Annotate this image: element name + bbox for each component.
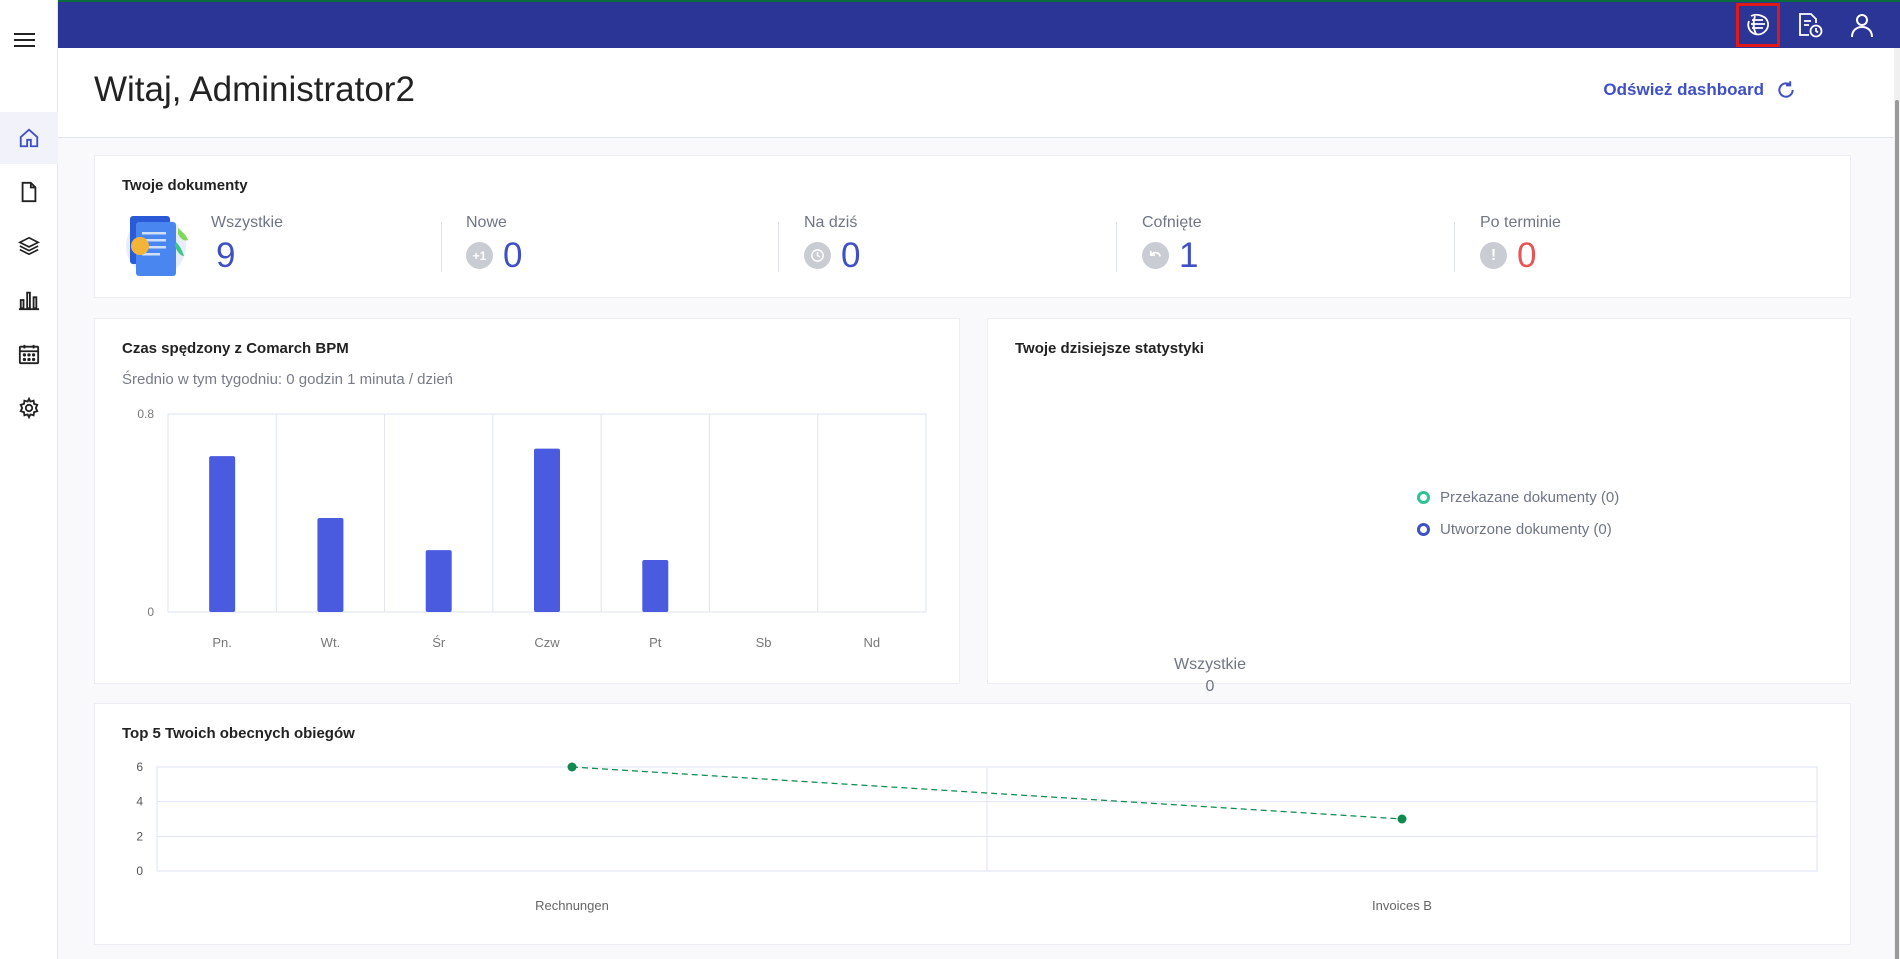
refresh-icon	[1778, 81, 1794, 98]
bar-chart-icon	[18, 291, 40, 311]
today-total-value: 0	[1205, 678, 1215, 695]
sidebar	[0, 0, 58, 959]
data-point	[567, 762, 577, 772]
document-clock-icon	[1799, 13, 1823, 38]
bar	[425, 550, 452, 612]
user-profile-button[interactable]	[1840, 3, 1884, 47]
stat-new-label: Nowe	[466, 214, 507, 231]
legend-label-forwarded: Przekazane dokumenty (0)	[1440, 489, 1620, 506]
divider	[1454, 222, 1455, 272]
user-icon	[1851, 14, 1873, 38]
y-tick-label: 6	[136, 760, 143, 774]
stat-all-label: Wszystkie	[211, 214, 283, 231]
stat-overdue[interactable]: Po terminie ! 0	[1480, 214, 1561, 273]
bpm-logo-icon	[1747, 13, 1769, 36]
top5-card: Top 5 Twoich obecnych obiegów 0 2 4 6 Rechnu…	[94, 703, 1851, 945]
warning-icon: !	[1480, 242, 1507, 269]
legend-item-created[interactable]: Utworzone dokumenty (0)	[1417, 521, 1612, 538]
x-tick-label: Rechnungen	[535, 898, 609, 913]
hamburger-menu-icon[interactable]	[14, 32, 36, 48]
x-tick-label: Nd	[864, 635, 881, 650]
legend-dot-blue	[1417, 523, 1430, 536]
main-content: Witaj, Administrator2 Odśwież dashboard …	[58, 48, 1896, 959]
sidebar-item-home[interactable]	[0, 112, 58, 164]
sidebar-item-calendar[interactable]	[0, 328, 58, 380]
calendar-icon	[18, 344, 40, 365]
bar	[534, 448, 560, 612]
x-tick-label: Pn.	[212, 635, 232, 650]
documents-illustration-icon	[126, 212, 192, 285]
divider	[778, 222, 779, 272]
stat-returned[interactable]: Cofnięte 1	[1142, 214, 1202, 273]
y-tick-label: 4	[136, 795, 143, 809]
series-line	[571, 766, 1403, 820]
y-tick-label: 0	[147, 605, 154, 619]
page-header: Witaj, Administrator2 Odśwież dashboard	[58, 48, 1896, 138]
y-tick-label: 0.8	[137, 407, 154, 421]
scrollbar[interactable]	[1894, 48, 1900, 959]
sidebar-item-settings[interactable]	[0, 382, 58, 434]
today-stats-card: Twoje dzisiejsze statystyki Przekazane d…	[987, 318, 1851, 695]
time-bar-chart: 0 0.8 Pn. Wt. Śr Czw Pt Sb Nd	[137, 407, 927, 650]
stat-returned-label: Cofnięte	[1142, 214, 1202, 231]
legend-dot-green	[1417, 491, 1430, 504]
time-spent-card-title: Czas spędzony z Comarch BPM	[122, 340, 349, 357]
time-spent-subtitle: Średnio w tym tygodniu: 0 godzin 1 minut…	[122, 371, 454, 388]
document-icon	[21, 181, 37, 203]
x-tick-label: Wt.	[321, 635, 341, 650]
stat-new-value: 0	[503, 236, 523, 275]
bpm-logo-button[interactable]	[1736, 3, 1780, 47]
gear-icon	[19, 397, 39, 419]
layers-icon	[18, 236, 40, 256]
documents-card: Twoje dokumenty Wszystkie 9 Nowe	[94, 155, 1851, 298]
new-badge-icon: +1	[466, 242, 493, 269]
divider	[1116, 222, 1117, 272]
legend-label-created: Utworzone dokumenty (0)	[1440, 521, 1612, 538]
bar	[642, 560, 669, 612]
time-spent-card: Czas spędzony z Comarch BPM Średnio w ty…	[94, 318, 960, 684]
stat-all[interactable]: Wszystkie 9	[211, 214, 283, 273]
stat-new[interactable]: Nowe +1 0	[466, 214, 522, 273]
top-bar	[58, 0, 1900, 48]
documents-card-title: Twoje dokumenty	[122, 177, 248, 194]
undo-icon	[1142, 242, 1169, 269]
stat-today-label: Na dziś	[804, 214, 858, 231]
scrollbar-thumb[interactable]	[1895, 100, 1899, 959]
stat-all-value: 9	[216, 236, 236, 275]
stat-today-value: 0	[841, 236, 861, 275]
divider	[441, 222, 442, 272]
x-tick-label: Czw	[534, 635, 560, 650]
stat-today[interactable]: Na dziś 0	[804, 214, 860, 273]
data-point	[1397, 814, 1407, 824]
sidebar-item-statistics[interactable]	[0, 274, 58, 326]
document-history-button[interactable]	[1788, 3, 1832, 47]
sidebar-item-documents[interactable]	[0, 166, 58, 218]
today-total-label: Wszystkie	[1174, 656, 1246, 673]
legend-item-forwarded[interactable]: Przekazane dokumenty (0)	[1417, 489, 1619, 506]
page-title: Witaj, Administrator2	[94, 70, 415, 109]
y-tick-label: 0	[136, 864, 143, 878]
x-tick-label: Śr	[432, 635, 446, 650]
x-tick-label: Pt	[649, 635, 662, 650]
home-icon	[19, 128, 39, 148]
top5-line-chart: 0 2 4 6 Rechnungen Invoices B	[136, 760, 1818, 913]
today-stats-card-title: Twoje dzisiejsze statystyki	[1015, 340, 1204, 357]
refresh-dashboard-button[interactable]: Odśwież dashboard	[1603, 80, 1796, 100]
y-tick-label: 2	[136, 829, 143, 843]
clock-icon	[804, 242, 831, 269]
stat-returned-value: 1	[1179, 236, 1199, 275]
bar	[317, 517, 344, 612]
refresh-dashboard-label: Odśwież dashboard	[1603, 80, 1764, 99]
top5-card-title: Top 5 Twoich obecnych obiegów	[122, 725, 355, 742]
stat-overdue-label: Po terminie	[1480, 214, 1561, 231]
sidebar-item-layers[interactable]	[0, 220, 58, 272]
bar	[209, 456, 236, 612]
stat-overdue-value: 0	[1517, 236, 1537, 275]
x-tick-label: Sb	[756, 635, 772, 650]
x-tick-label: Invoices B	[1372, 898, 1432, 913]
